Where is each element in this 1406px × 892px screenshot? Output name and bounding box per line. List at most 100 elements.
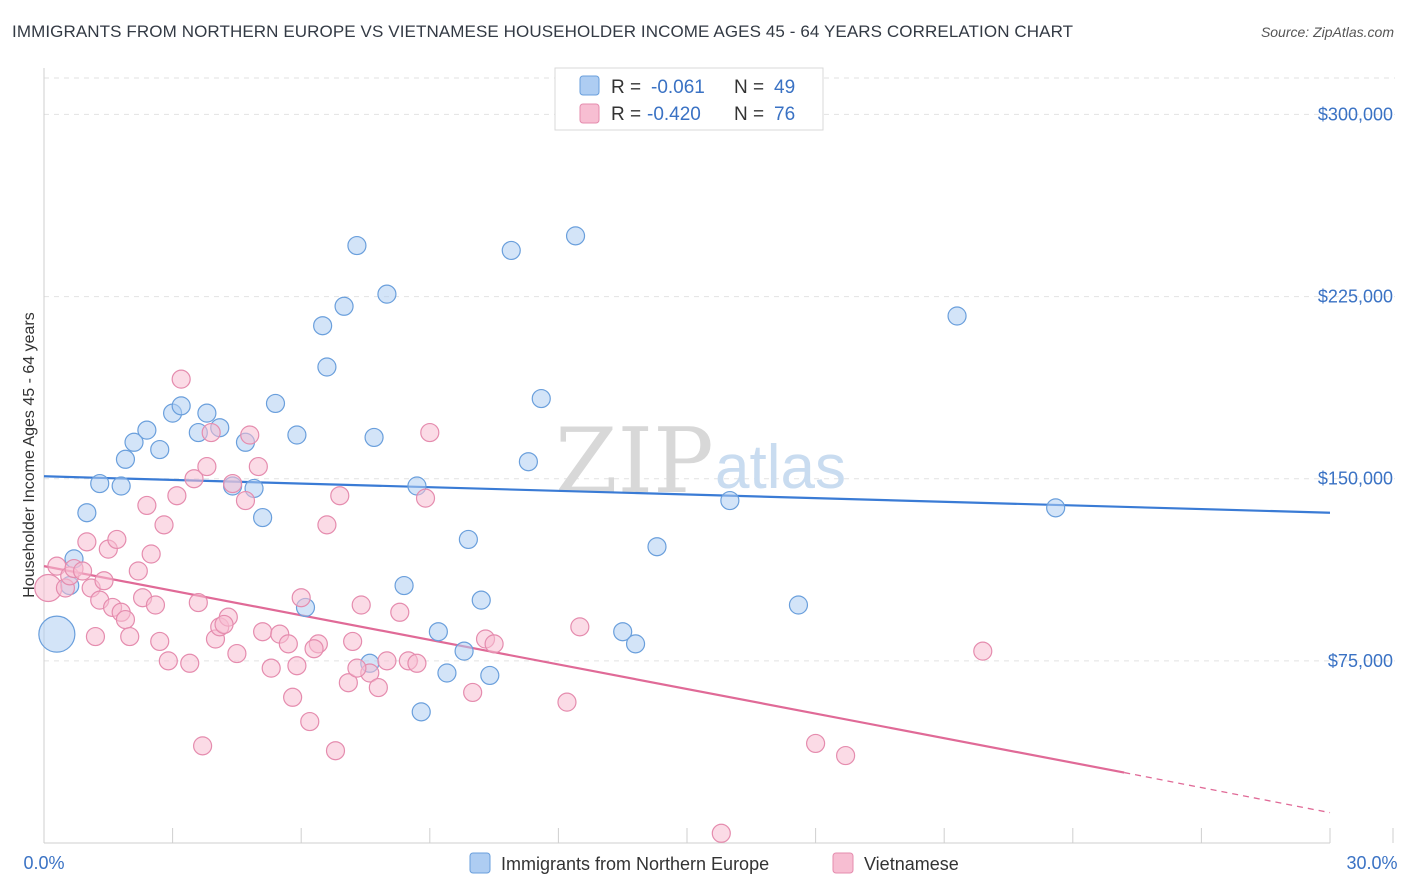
bottom-legend-label-2: Vietnamese [864, 854, 959, 874]
data-point [788, 595, 809, 615]
data-point [107, 529, 127, 550]
data-point [347, 235, 367, 256]
bottom-legend-swatch-pink [832, 852, 854, 874]
bottom-legend-swatch-blue [469, 852, 491, 874]
data-point [141, 544, 161, 564]
data-point [711, 823, 731, 843]
data-point [313, 316, 333, 336]
data-point [167, 486, 187, 506]
data-point [415, 488, 436, 508]
legend-r-label-1: R = [611, 77, 641, 98]
data-point [137, 495, 157, 516]
y-tick-label: $150,000 [1318, 469, 1393, 489]
data-point [625, 634, 646, 654]
data-point [253, 507, 273, 528]
legend-r-label-2: R = [611, 104, 641, 125]
data-point [317, 357, 337, 377]
data-point [188, 592, 208, 613]
legend-box [554, 67, 824, 131]
data-point [287, 656, 307, 676]
data-point [836, 745, 856, 766]
data-point [428, 622, 448, 642]
y-tick-labels: $75,000 $150,000 $225,000 $300,000 [1318, 104, 1393, 670]
data-point [278, 634, 298, 654]
data-point [338, 673, 358, 693]
series-northern-europe [38, 226, 1066, 722]
data-point [90, 473, 110, 494]
data-point [471, 590, 491, 610]
data-point [377, 651, 397, 671]
series-legend: Immigrants from Northern Europe Vietname… [469, 852, 959, 874]
data-point [184, 469, 204, 489]
data-point [390, 602, 410, 622]
data-point [150, 439, 170, 460]
data-point [291, 588, 311, 608]
data-point [72, 561, 93, 581]
data-point [154, 515, 174, 535]
data-point [214, 614, 234, 635]
data-point [720, 490, 740, 511]
data-point [287, 425, 307, 445]
data-point [1046, 498, 1066, 518]
data-point [223, 473, 243, 494]
axes [43, 68, 1394, 844]
data-point [364, 427, 384, 448]
data-point [197, 456, 217, 477]
data-point [240, 425, 260, 445]
watermark-atlas: atlas [715, 433, 846, 502]
y-axis-title: Householder Income Ages 45 - 64 years [21, 312, 38, 598]
y-tick-label: $75,000 [1328, 651, 1393, 671]
data-point [201, 422, 221, 443]
data-point [565, 226, 586, 246]
data-point [115, 609, 136, 630]
data-point [150, 631, 170, 652]
data-point [171, 369, 191, 389]
data-point [197, 403, 217, 423]
data-point [115, 449, 136, 469]
data-point [124, 432, 144, 452]
data-point [377, 284, 397, 304]
legend-swatch-pink [579, 103, 600, 124]
data-point [94, 571, 114, 591]
data-point [343, 631, 363, 652]
data-point [420, 422, 440, 443]
data-point [347, 658, 367, 678]
data-point [265, 393, 286, 414]
legend-r-value-1: -0.061 [651, 77, 705, 98]
data-point [531, 388, 551, 409]
data-point [137, 420, 157, 440]
x-tick-label-min: 0.0% [23, 853, 64, 873]
legend-swatch-blue [579, 75, 600, 96]
data-point [407, 653, 427, 673]
data-point [570, 617, 590, 637]
correlation-legend: R = -0.061 N = 49 R = -0.420 N = 76 [554, 67, 824, 131]
data-point [253, 622, 273, 642]
data-point [120, 626, 140, 647]
series-vietnamese [34, 369, 993, 843]
data-point [613, 622, 633, 642]
data-point [85, 626, 106, 647]
data-point [330, 486, 350, 506]
data-point [261, 658, 281, 678]
data-point [480, 665, 500, 686]
data-point [973, 641, 993, 661]
y-tick-label: $300,000 [1318, 104, 1393, 124]
data-point [158, 651, 178, 671]
data-point [647, 537, 667, 557]
data-point [557, 692, 577, 712]
data-point [300, 711, 320, 732]
data-point [351, 595, 371, 615]
data-point [193, 736, 213, 756]
data-point [463, 682, 483, 703]
data-point [411, 702, 431, 722]
data-point [77, 503, 97, 523]
data-point [394, 575, 414, 596]
data-point [145, 595, 166, 615]
bottom-legend-label-1: Immigrants from Northern Europe [501, 854, 769, 874]
data-point [235, 490, 256, 511]
trend-line-dashed-1 [1124, 771, 1331, 814]
legend-n-label-2: N = [734, 104, 764, 125]
data-point [111, 476, 131, 496]
data-point [334, 296, 354, 316]
